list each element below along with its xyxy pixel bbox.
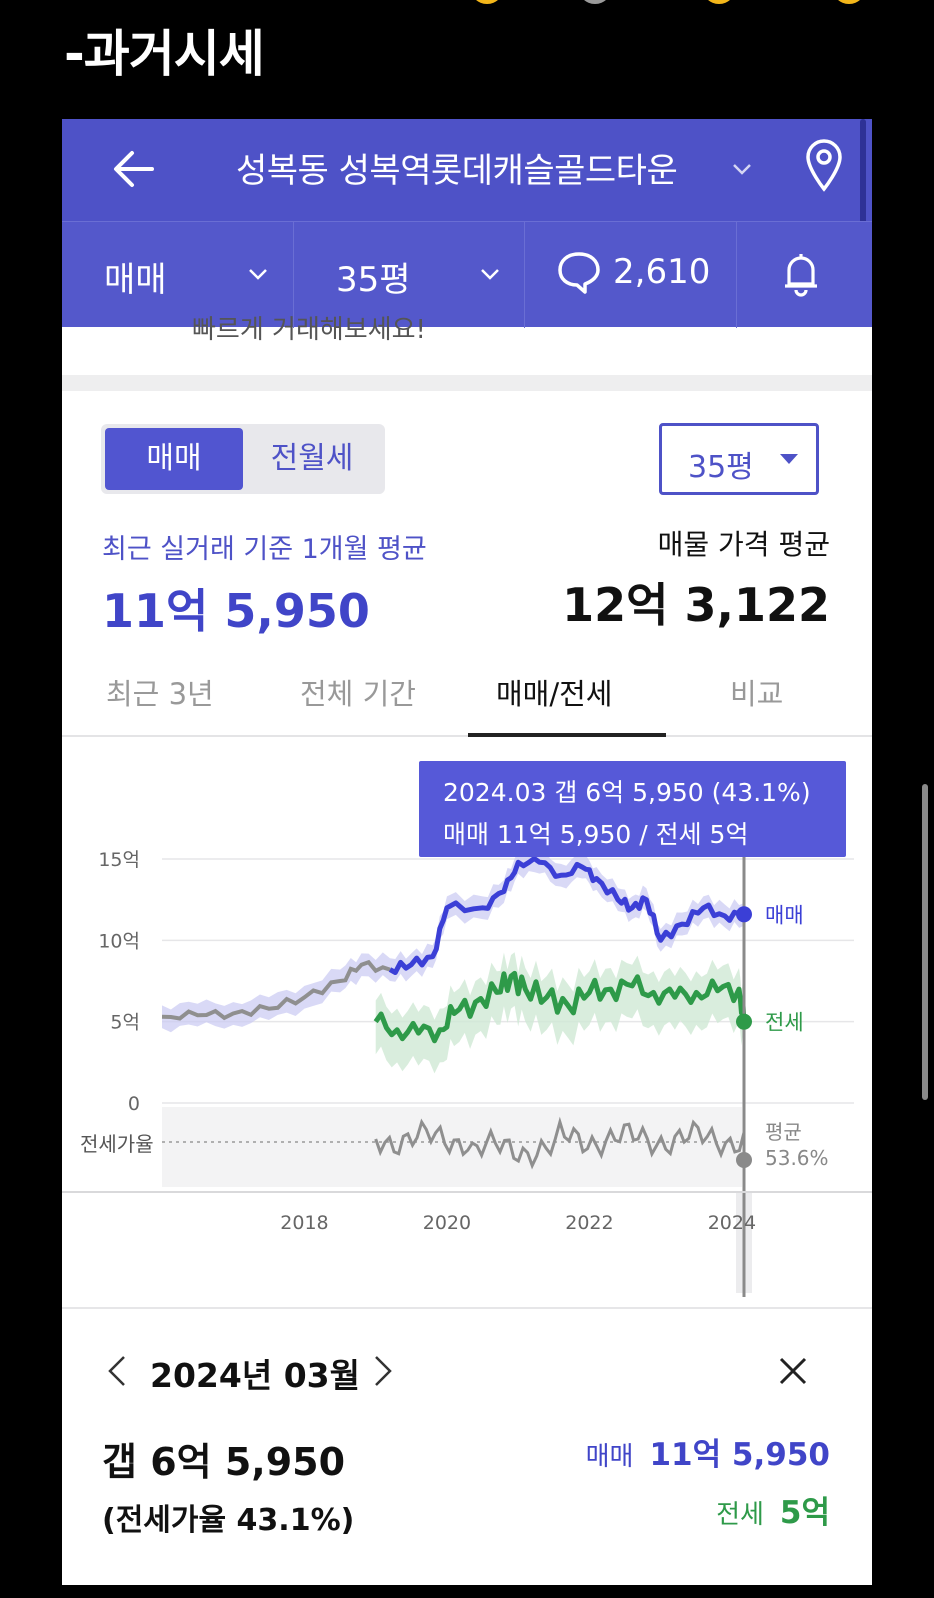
detail-sale-row: 매매 11억 5,950 [586, 1429, 830, 1474]
tab-all-period[interactable]: 전체 기간 [300, 677, 416, 711]
header-scrollbar [860, 119, 866, 229]
x-tick-label: 2022 [565, 1212, 613, 1234]
y-tick-label: 15억 [98, 849, 140, 871]
sale-range-band [162, 848, 744, 1033]
x-tick-label: 2024 [708, 1212, 756, 1234]
toggle-sale[interactable]: 매매 [105, 428, 243, 490]
comment-count: 2,610 [613, 252, 711, 292]
active-tab-indicator [468, 733, 666, 737]
app-screen: 성복동 성복역롯데캐슬골드타운 매매 35평 2,610 [62, 119, 872, 1585]
ratio-average-label: 평균 [765, 1120, 802, 1144]
ratio-line [374, 1116, 746, 1170]
recent-average-value: 11억 5,950 [102, 584, 370, 638]
chevron-down-icon [249, 269, 267, 280]
comments-button[interactable]: 2,610 [525, 222, 737, 328]
size-dropdown[interactable]: 35평 [294, 222, 525, 328]
size-select[interactable]: 35평 [659, 423, 819, 495]
ratio-point [736, 1152, 752, 1168]
page-caption: -과거시세 [64, 25, 265, 83]
sale-end-point [736, 906, 752, 923]
detail-divider [62, 1307, 872, 1309]
jeonse-series-line [373, 970, 747, 1044]
ratio-axis-label: 전세가율 [80, 1132, 154, 1156]
tab-recent-3y[interactable]: 최근 3년 [106, 677, 214, 711]
speech-bubble-icon [558, 252, 600, 294]
period-tabs: 최근 3년 전체 기간 매매/전세 비교 [62, 649, 872, 737]
trade-type-dropdown[interactable]: 매매 [62, 222, 294, 328]
chevron-down-icon[interactable] [726, 149, 758, 189]
jeonse-end-point [736, 1013, 752, 1030]
filter-bar: 매매 35평 2,610 [62, 221, 872, 328]
recent-average-label: 최근 실거래 기준 1개월 평균 [102, 534, 427, 565]
jeonse-series-label: 전세 [765, 1011, 804, 1035]
ratio-average-value: 53.6% [765, 1146, 829, 1170]
notification-button[interactable] [737, 222, 872, 328]
chart-tooltip: 2024.03 갭 6억 5,950 (43.1%) 매매 11억 5,950 … [419, 761, 846, 857]
y-tick-label: 10억 [98, 930, 140, 952]
arrow-left-icon[interactable] [108, 141, 164, 197]
detail-sale-label: 매매 [585, 1442, 634, 1472]
x-tick-label: 2020 [423, 1212, 471, 1234]
gap-value: 갭 6억 5,950 [102, 1440, 346, 1484]
partial-banner-text: 빠르게 거래해보세요! [192, 315, 426, 345]
tooltip-price-line: 매매 11억 5,950 / 전세 5억 [443, 820, 749, 849]
tab-sale-jeonse[interactable]: 매매/전세 [496, 677, 613, 711]
trade-toggle: 매매 전월세 [101, 424, 385, 494]
caret-down-icon [780, 454, 798, 464]
detail-jeonse-value: 5억 [779, 1495, 830, 1531]
section-divider [62, 375, 872, 391]
sale-series-line [388, 856, 745, 975]
price-chart[interactable]: 15억 10억 5억 0 전세가율 평균 53.6% 2018 2020 2022 2024… [62, 737, 872, 1397]
close-icon[interactable] [775, 1353, 811, 1389]
listing-average-label: 매물 가격 평균 [657, 528, 830, 561]
size-select-label: 35평 [688, 450, 754, 485]
size-label: 35평 [336, 260, 411, 300]
detail-jeonse-row: 전세 5억 [716, 1487, 830, 1532]
bell-icon [785, 254, 817, 297]
jeonse-ratio: (전세가율 43.1%) [102, 1503, 355, 1538]
tooltip-gap-line: 2024.03 갭 6억 5,950 (43.1%) [443, 778, 811, 807]
tab-compare[interactable]: 비교 [730, 677, 784, 711]
sale-early-line [161, 959, 391, 1021]
top-app-bar: 성복동 성복역롯데캐슬골드타운 [62, 119, 872, 229]
listing-average-value: 12억 3,122 [562, 578, 830, 632]
detail-sale-value: 11억 5,950 [649, 1437, 830, 1473]
detail-jeonse-label: 전세 [716, 1500, 764, 1530]
sale-series-label: 매매 [765, 903, 804, 927]
chevron-right-icon[interactable] [368, 1351, 398, 1391]
trade-type-label: 매매 [104, 260, 167, 300]
x-tick-label: 2018 [280, 1212, 328, 1234]
page-scrollbar[interactable] [922, 784, 928, 1100]
emoji-strip [470, 0, 934, 6]
map-pin-icon[interactable] [800, 137, 848, 193]
toggle-rent[interactable]: 전월세 [270, 441, 354, 476]
y-tick-label: 5억 [110, 1012, 140, 1034]
y-tick-label: 0 [128, 1093, 140, 1115]
selected-month: 2024년 03월 [150, 1356, 360, 1395]
chevron-down-icon [481, 269, 499, 280]
page-title[interactable]: 성복동 성복역롯데캐슬골드타운 [236, 151, 678, 191]
chevron-left-icon[interactable] [102, 1351, 132, 1391]
